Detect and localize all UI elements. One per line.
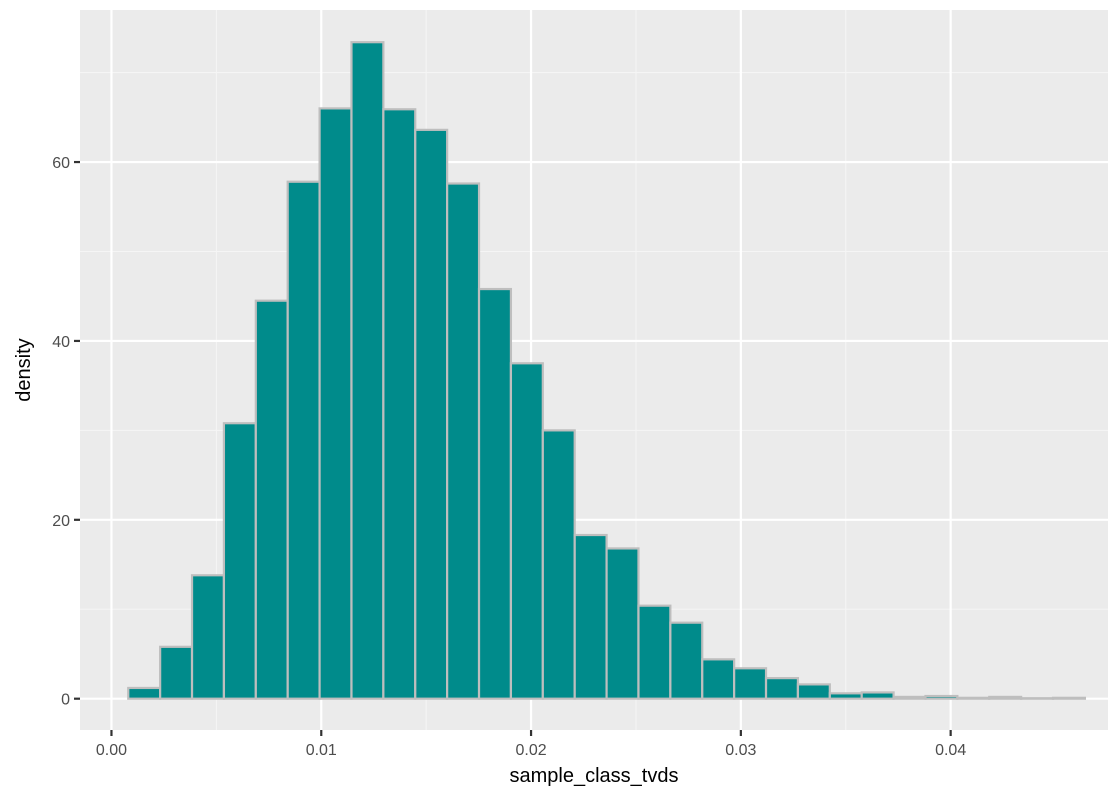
histogram-bar	[286, 180, 321, 700]
x-tick-label: 0.01	[306, 742, 337, 759]
histogram-bar	[254, 299, 289, 700]
histogram-bar	[446, 182, 481, 700]
histogram-bar	[637, 604, 672, 700]
x-axis-title: sample_class_tvds	[510, 765, 679, 787]
histogram-bar	[892, 695, 927, 700]
histogram-bar	[541, 429, 576, 700]
y-tick-label: 20	[52, 513, 70, 530]
x-tick-label: 0.04	[935, 742, 966, 759]
histogram-bar	[764, 677, 800, 700]
y-axis-ticks: 0 20 40 60	[52, 155, 80, 709]
histogram-bar	[190, 574, 226, 700]
x-tick-label: 0.03	[725, 742, 756, 759]
x-axis-ticks: 0.00 0.01 0.02 0.03 0.04	[96, 730, 966, 759]
histogram-bar	[860, 691, 895, 700]
y-tick-label: 40	[52, 334, 70, 351]
histogram-bar	[318, 107, 353, 700]
histogram-bar	[701, 658, 736, 700]
histogram-bar	[509, 362, 544, 700]
histogram-bar	[733, 667, 768, 700]
x-tick-label: 0.02	[515, 742, 546, 759]
y-tick-label: 0	[61, 692, 70, 709]
histogram-bar	[414, 128, 449, 700]
y-axis-title: density	[13, 338, 35, 401]
x-tick-label: 0.00	[96, 742, 127, 759]
histogram-bar	[1051, 696, 1087, 700]
histogram-bar	[669, 621, 704, 700]
histogram-bar	[988, 695, 1023, 700]
histogram-bar	[127, 686, 162, 700]
histogram-bar	[350, 41, 385, 700]
histogram-bar	[924, 694, 959, 700]
histogram-bar	[605, 547, 640, 700]
histogram-bar	[828, 692, 863, 700]
histogram-bars	[127, 41, 1087, 700]
histogram-bar	[159, 645, 194, 700]
y-tick-label: 60	[52, 155, 70, 172]
histogram-bar	[222, 422, 257, 700]
histogram-bar	[573, 533, 608, 700]
histogram-bar	[956, 696, 991, 700]
histogram-bar	[796, 683, 831, 700]
histogram-bar	[382, 108, 417, 700]
histogram-bar	[477, 287, 513, 700]
